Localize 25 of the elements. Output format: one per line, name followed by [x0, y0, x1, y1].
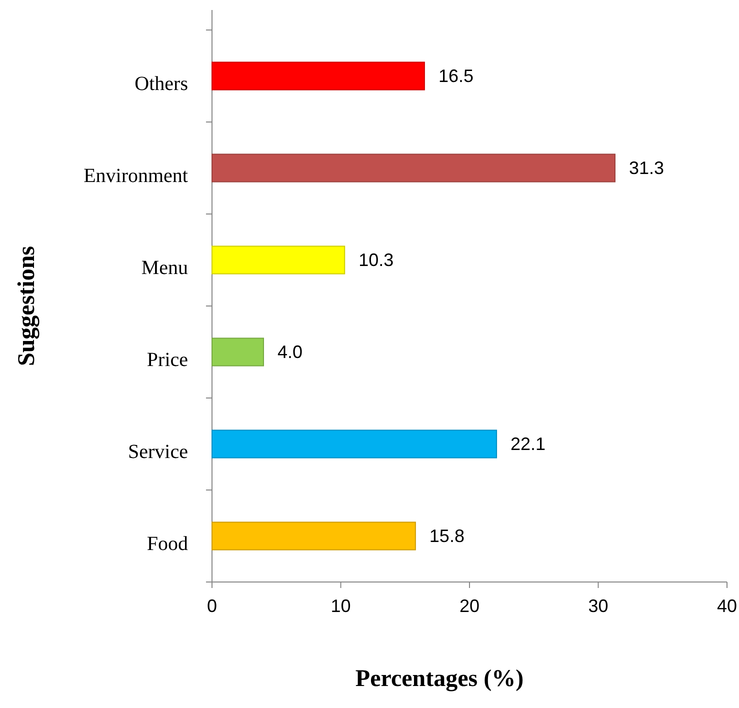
data-label: 10.3	[358, 250, 394, 270]
bar	[212, 154, 616, 182]
x-axis-title: Percentages (%)	[355, 666, 524, 692]
data-label: 15.8	[429, 526, 464, 546]
y-axis-title: Suggestions	[14, 246, 40, 366]
bar	[212, 522, 416, 550]
y-tick-label: Food	[146, 533, 188, 555]
y-tick-label: Service	[128, 441, 188, 463]
data-label: 16.5	[438, 66, 474, 86]
x-tick-label: 30	[588, 596, 608, 616]
y-tick-label: Menu	[141, 257, 188, 279]
bar	[212, 62, 425, 90]
bar	[212, 430, 498, 458]
bar	[212, 338, 264, 366]
y-tick-label: Environment	[84, 165, 188, 187]
x-tick-label: 0	[206, 596, 218, 616]
x-tick-label: 10	[330, 596, 351, 616]
x-tick-label: 20	[459, 596, 480, 616]
y-tick-label: Others	[134, 73, 188, 95]
y-tick-label: Price	[146, 349, 188, 371]
bar	[212, 246, 346, 274]
data-label: 4.0	[278, 342, 303, 362]
x-tick-label: 40	[716, 596, 738, 616]
data-label: 31.3	[628, 158, 664, 178]
data-label: 22.1	[510, 434, 546, 454]
